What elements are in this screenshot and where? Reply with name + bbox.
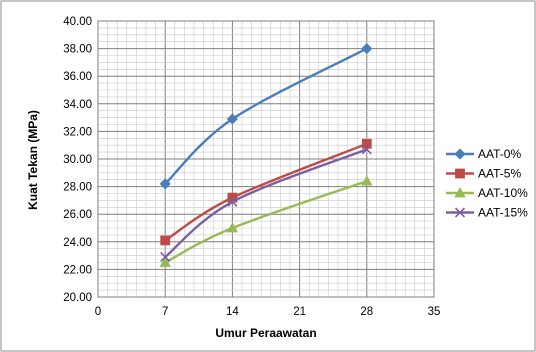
y-tick-label: 40.00 (63, 16, 92, 28)
legend-marker (455, 168, 465, 179)
data-point (361, 43, 373, 55)
data-point (159, 256, 171, 267)
y-tick-label: 26.00 (63, 209, 92, 221)
series-aat-15- (160, 144, 372, 263)
y-tick-label: 22.00 (63, 264, 92, 276)
legend-marker (454, 187, 466, 198)
legend-item: AAT-15% (446, 206, 528, 220)
legend-marker (454, 207, 466, 218)
x-tick-label: 7 (162, 306, 168, 318)
x-axis-ticks: 0 7 14 21 28 35 (95, 306, 441, 318)
y-tick-label: 20.00 (63, 292, 92, 304)
legend-label: AAT-0% (478, 147, 521, 161)
series-aat-0- (159, 43, 373, 190)
legend: AAT-0% AAT-5% AAT-10% AAT-15% (446, 147, 528, 220)
y-tick-label: 34.00 (63, 99, 92, 111)
data-point (159, 178, 171, 190)
x-tick-label: 35 (428, 306, 441, 318)
data-point (361, 175, 373, 186)
series-line (164, 148, 368, 258)
grid (97, 20, 435, 298)
legend-marker (454, 148, 466, 160)
legend-item: AAT-10% (446, 186, 528, 200)
series-line (164, 179, 368, 264)
series-group (159, 43, 373, 267)
legend-label: AAT-10% (478, 186, 528, 200)
series-line (164, 47, 368, 185)
series-aat-10- (159, 175, 373, 267)
legend-label: AAT-15% (478, 206, 528, 220)
data-point (226, 222, 239, 233)
data-point (361, 144, 372, 155)
x-tick-label: 0 (95, 306, 101, 318)
data-point (160, 251, 171, 263)
data-point (227, 196, 238, 207)
series-line (164, 142, 368, 242)
legend-label: AAT-5% (478, 167, 521, 181)
y-tick-label: 32.00 (63, 126, 92, 138)
y-tick-label: 30.00 (63, 154, 92, 166)
x-tick-label: 14 (226, 306, 239, 318)
y-tick-label: 24.00 (63, 237, 92, 249)
y-tick-label: 36.00 (63, 71, 92, 83)
y-tick-label: 28.00 (63, 182, 92, 194)
x-tick-label: 21 (293, 306, 306, 318)
legend-item: AAT-0% (446, 147, 521, 161)
x-tick-label: 28 (360, 306, 373, 318)
legend-item: AAT-5% (446, 167, 521, 181)
y-axis-ticks: 20.00 22.00 24.00 26.00 28.00 30.00 32.00 34.00… (63, 16, 92, 304)
x-axis-title: Umur Peraawatan (215, 326, 316, 340)
y-axis-title: Kuat Tekan (MPa) (26, 110, 40, 210)
plot-frame (97, 20, 435, 298)
data-point (160, 235, 171, 246)
y-tick-label: 38.00 (63, 44, 92, 56)
data-point (226, 113, 238, 125)
plot-area (97, 20, 435, 298)
